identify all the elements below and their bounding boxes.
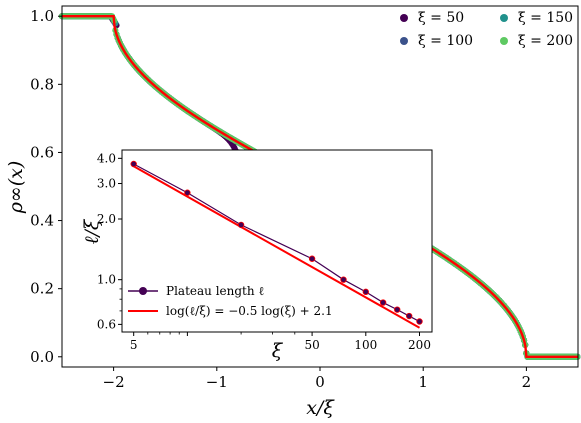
legend-marker <box>400 14 408 22</box>
inset-y-tick-label: 1.0 <box>97 273 116 287</box>
legend-marker <box>500 14 508 22</box>
main-x-tick-label: 0 <box>315 373 325 391</box>
main-legend-item: ξ = 50 <box>400 10 464 26</box>
inset-x-axis-label: ξ <box>272 340 284 362</box>
inset-point <box>405 312 413 320</box>
main-legend-item: ξ = 150 <box>500 10 573 26</box>
inset-point <box>237 221 245 229</box>
inset-legend-item: log(ℓ/ξ) = −0.5 log(ξ) + 2.1 <box>128 304 333 318</box>
inset-series-group <box>130 160 423 329</box>
main-ticks: −2 −1 0 1 2 0.0 0.2 0.4 0.6 0.8 1.0 <box>30 7 531 391</box>
inset-point <box>308 255 316 262</box>
main-x-tick-label: −1 <box>206 373 228 391</box>
main-legend-item: ξ = 100 <box>400 33 473 49</box>
inset-point <box>184 189 191 196</box>
main-legend: ξ = 50 ξ = 150 ξ = 100 ξ = 200 <box>400 10 573 49</box>
inset-point <box>394 306 401 313</box>
inset-legend: Plateau length ℓ log(ℓ/ξ) = −0.5 log(ξ) +… <box>128 284 333 318</box>
inset-y-tick-label: 4.0 <box>97 151 116 165</box>
legend-marker <box>139 287 147 295</box>
main-y-tick-label: 0.6 <box>30 143 54 161</box>
inset-point <box>416 318 423 325</box>
inset-x-tick-label: 50 <box>304 338 319 352</box>
inset-point <box>362 288 369 296</box>
inset-y-axis-label: ℓ/ξ <box>81 218 103 244</box>
main-x-axis-label: x/ξ <box>306 397 335 419</box>
inset-x-tick-label: 5 <box>130 338 138 352</box>
main-legend-item: ξ = 200 <box>500 33 573 49</box>
inset-point <box>130 160 137 168</box>
main-x-tick-label: 2 <box>522 373 532 391</box>
legend-marker <box>400 37 408 45</box>
main-y-tick-label: 0.0 <box>30 348 54 366</box>
legend-label: ξ = 50 <box>418 10 464 26</box>
main-y-tick-label: 0.4 <box>30 212 54 230</box>
legend-label: ξ = 200 <box>518 33 573 49</box>
main-y-tick-label: 0.2 <box>30 280 54 298</box>
legend-marker <box>500 37 508 45</box>
legend-label: Plateau length ℓ <box>166 284 264 298</box>
legend-label: ξ = 100 <box>418 33 473 49</box>
inset-point <box>340 276 347 283</box>
legend-label: log(ℓ/ξ) = −0.5 log(ξ) + 2.1 <box>166 304 333 318</box>
main-y-tick-label: 0.8 <box>30 75 54 93</box>
inset-fit-line <box>133 165 420 329</box>
inset-y-tick-label: 2.0 <box>97 212 116 226</box>
main-x-tick-label: −2 <box>103 373 125 391</box>
inset-y-tick-label: 0.6 <box>97 317 116 331</box>
inset-chart: 5 50 100 200 0.6 1.0 2.0 3.0 4.0 ξ ℓ/ξ Plateau l… <box>81 149 433 362</box>
main-y-tick-label: 1.0 <box>30 7 54 25</box>
inset-ticks: 5 50 100 200 0.6 1.0 2.0 3.0 4.0 <box>97 151 431 352</box>
legend-label: ξ = 150 <box>518 10 573 26</box>
inset-legend-item: Plateau length ℓ <box>128 284 264 298</box>
inset-plot-frame <box>121 149 433 333</box>
inset-measured-line <box>133 163 420 323</box>
main-x-tick-label: 1 <box>418 373 428 391</box>
inset-x-tick-label: 100 <box>354 338 377 352</box>
inset-x-tick-label: 200 <box>408 338 431 352</box>
main-y-axis-label: ρ∞(x) <box>5 161 27 215</box>
inset-point <box>379 299 387 306</box>
inset-y-tick-label: 3.0 <box>97 177 116 191</box>
